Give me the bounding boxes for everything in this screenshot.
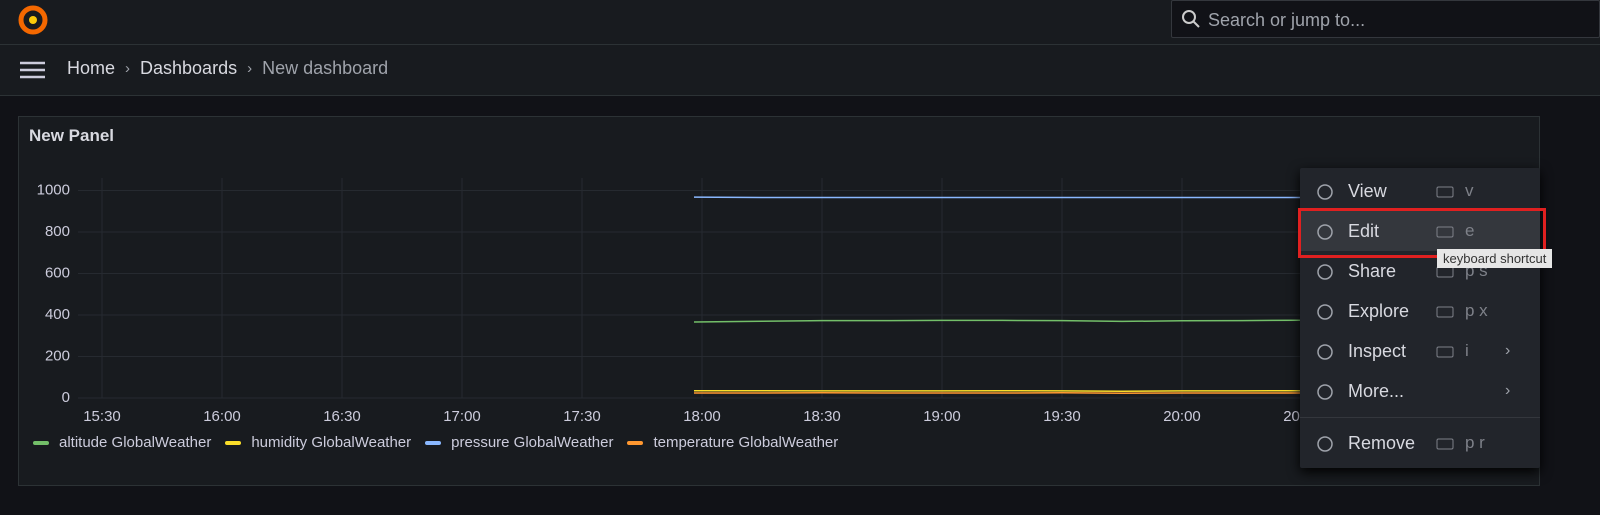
legend-swatch [33,440,49,445]
tooltip: keyboard shortcut [1437,249,1553,268]
y-tick-label: 800 [45,223,70,240]
menu-shortcut: i [1465,341,1469,360]
x-tick-label: 16:30 [323,408,361,425]
legend-item[interactable]: pressure GlobalWeather [425,434,613,451]
menu-item[interactable]: More... › [1300,371,1540,411]
y-tick-label: 600 [45,264,70,281]
menu-label: More... [1348,380,1405,401]
breadcrumbs: Home › Dashboards › New dashboard [67,58,388,79]
x-tick-label: 18:00 [683,408,721,425]
legend-label: altitude GlobalWeather [59,434,212,451]
breadcrumb[interactable]: Dashboards [140,58,238,78]
menu-item[interactable]: View v [1300,171,1540,211]
legend-item[interactable]: humidity GlobalWeather [225,434,411,451]
submenu-chevron: › [1505,382,1511,399]
keyboard-icon [1436,346,1454,358]
x-tick-label: 19:00 [923,408,961,425]
menu-shortcut: p r [1465,433,1485,452]
menu-shortcut: p x [1465,301,1488,320]
panel [18,116,1540,486]
menu-label: Explore [1348,300,1410,321]
submenu-chevron: › [1505,342,1511,359]
y-tick-label: 200 [45,347,70,364]
menu-item[interactable]: Remove p r [1300,423,1540,463]
breadcrumb-separator: › [125,60,131,77]
legend-label: temperature GlobalWeather [653,434,839,451]
y-tick-label: 400 [45,306,70,323]
menu-shortcut: v [1465,181,1474,200]
legend-label: pressure GlobalWeather [451,434,614,451]
x-tick-label: 17:30 [563,408,601,425]
menu-icon [1317,384,1333,400]
breadcrumb-bar [0,45,1600,96]
legend-item[interactable]: altitude GlobalWeather [33,434,211,451]
menu-separator [1300,417,1540,418]
legend-swatch [225,440,242,445]
search-box[interactable]: Search or jump to... [1171,0,1600,38]
x-tick-label: 19:30 [1043,408,1081,425]
context-menu: View v Edit e Share p s Explore p x Inspect i › Mor… [1300,168,1540,468]
x-tick-label: 18:30 [803,408,841,425]
keyboard-icon [1436,186,1454,198]
menu-icon [1317,344,1333,360]
menu-icon [1317,304,1333,320]
legend-swatch [425,440,442,445]
search-icon [1182,10,1200,28]
x-tick-label: 17:00 [443,408,481,425]
keyboard-icon [1436,438,1454,450]
y-tick-label: 0 [62,389,70,406]
legend: altitude GlobalWeather humidity GlobalWea… [33,434,838,451]
menu-label: Inspect [1348,340,1407,361]
logo[interactable] [17,4,49,36]
menu-icon [1317,184,1333,200]
highlight-box [1298,208,1546,258]
menu-icon [1317,436,1333,452]
x-tick-label: 20:00 [1163,408,1201,425]
menu-item[interactable]: Inspect i › [1300,331,1540,371]
menu-icon [1317,264,1333,280]
legend-label: humidity GlobalWeather [251,434,412,451]
breadcrumb-separator: › [247,60,253,77]
keyboard-icon [1436,226,1454,238]
menu-toggle[interactable] [20,60,46,80]
x-tick-label: 16:00 [203,408,241,425]
menu-label: View [1348,180,1387,201]
legend-swatch [627,440,644,445]
breadcrumb[interactable]: New dashboard [262,58,389,78]
menu-label: Share [1348,260,1397,281]
panel-title[interactable]: New Panel [29,126,115,145]
menu-icon [1317,224,1333,240]
legend-item[interactable]: temperature GlobalWeather [627,434,838,451]
menu-item[interactable]: Edit e [1300,211,1540,251]
menu-label: Remove [1348,432,1416,453]
menu-label: Edit [1348,220,1380,241]
menu-shortcut: e [1465,221,1475,240]
keyboard-icon [1436,306,1454,318]
breadcrumb[interactable]: Home [67,58,116,78]
x-tick-label: 15:30 [83,408,121,425]
menu-item[interactable]: Explore p x [1300,291,1540,331]
y-tick-label: 1000 [37,181,70,198]
